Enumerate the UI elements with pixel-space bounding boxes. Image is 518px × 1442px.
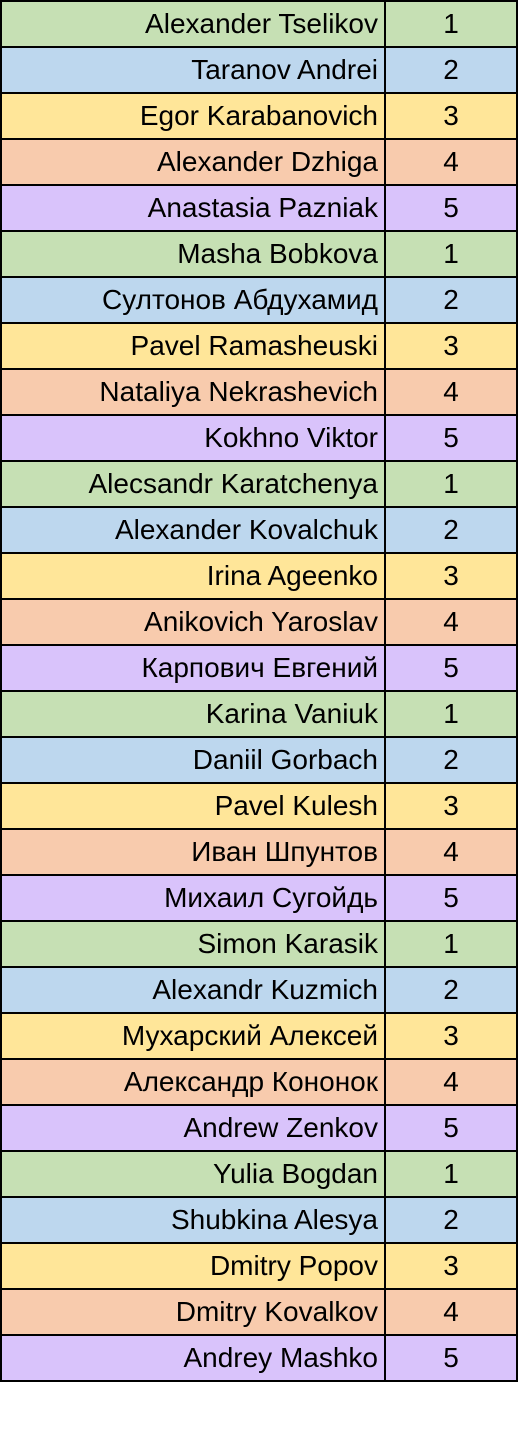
table-row: Taranov Andrei 2 xyxy=(0,46,518,94)
name-cell[interactable]: Мухарский Алексей xyxy=(0,1012,386,1060)
table-row: Shubkina Alesya 2 xyxy=(0,1196,518,1244)
group-number-cell[interactable]: 1 xyxy=(384,920,518,968)
table-row: Alexander Dzhiga 4 xyxy=(0,138,518,186)
name-cell[interactable]: Andrey Mashko xyxy=(0,1334,386,1382)
group-number-cell[interactable]: 2 xyxy=(384,736,518,784)
group-number-cell[interactable]: 2 xyxy=(384,1196,518,1244)
group-number-cell[interactable]: 4 xyxy=(384,598,518,646)
name-cell[interactable]: Alexander Kovalchuk xyxy=(0,506,386,554)
table-row: Masha Bobkova 1 xyxy=(0,230,518,278)
group-number-cell[interactable]: 1 xyxy=(384,0,518,48)
group-number-cell[interactable]: 2 xyxy=(384,46,518,94)
group-number-cell[interactable]: 2 xyxy=(384,966,518,1014)
table-row: Irina Ageenko 3 xyxy=(0,552,518,600)
name-cell[interactable]: Yulia Bogdan xyxy=(0,1150,386,1198)
table-row: Andrey Mashko 5 xyxy=(0,1334,518,1382)
table-row: Karina Vaniuk 1 xyxy=(0,690,518,738)
group-number-cell[interactable]: 5 xyxy=(384,1104,518,1152)
name-cell[interactable]: Kokhno Viktor xyxy=(0,414,386,462)
group-number-cell[interactable]: 4 xyxy=(384,828,518,876)
name-cell[interactable]: Masha Bobkova xyxy=(0,230,386,278)
group-number-cell[interactable]: 2 xyxy=(384,276,518,324)
table-row: Anastasia Pazniak 5 xyxy=(0,184,518,232)
group-number-cell[interactable]: 4 xyxy=(384,368,518,416)
group-number-cell[interactable]: 3 xyxy=(384,782,518,830)
table-row: Alexander Kovalchuk 2 xyxy=(0,506,518,554)
group-number-cell[interactable]: 4 xyxy=(384,1288,518,1336)
name-cell[interactable]: Anastasia Pazniak xyxy=(0,184,386,232)
name-cell[interactable]: Anikovich Yaroslav xyxy=(0,598,386,646)
name-cell[interactable]: Alexander Tselikov xyxy=(0,0,386,48)
name-cell[interactable]: Shubkina Alesya xyxy=(0,1196,386,1244)
group-number-cell[interactable]: 5 xyxy=(384,644,518,692)
group-number-cell[interactable]: 3 xyxy=(384,1012,518,1060)
name-cell[interactable]: Александр Кононок xyxy=(0,1058,386,1106)
group-number-cell[interactable]: 1 xyxy=(384,230,518,278)
name-cell[interactable]: Egor Karabanovich xyxy=(0,92,386,140)
group-number-cell[interactable]: 1 xyxy=(384,1150,518,1198)
group-number-cell[interactable]: 3 xyxy=(384,552,518,600)
table-row: Daniil Gorbach 2 xyxy=(0,736,518,784)
group-number-cell[interactable]: 5 xyxy=(384,414,518,462)
group-number-cell[interactable]: 3 xyxy=(384,322,518,370)
table-row: Александр Кононок 4 xyxy=(0,1058,518,1106)
table-row: Михаил Сугойдь 5 xyxy=(0,874,518,922)
name-cell[interactable]: Михаил Сугойдь xyxy=(0,874,386,922)
group-number-cell[interactable]: 2 xyxy=(384,506,518,554)
table-row: Иван Шпунтов 4 xyxy=(0,828,518,876)
name-cell[interactable]: Simon Karasik xyxy=(0,920,386,968)
name-cell[interactable]: Daniil Gorbach xyxy=(0,736,386,784)
table-row: Yulia Bogdan 1 xyxy=(0,1150,518,1198)
name-cell[interactable]: Иван Шпунтов xyxy=(0,828,386,876)
table-row: Alexandr Kuzmich 2 xyxy=(0,966,518,1014)
table-row: Султонов Абдухамид 2 xyxy=(0,276,518,324)
name-cell[interactable]: Irina Ageenko xyxy=(0,552,386,600)
group-number-cell[interactable]: 5 xyxy=(384,1334,518,1382)
table-row: Dmitry Popov 3 xyxy=(0,1242,518,1290)
group-number-cell[interactable]: 1 xyxy=(384,690,518,738)
name-cell[interactable]: Pavel Ramasheuski xyxy=(0,322,386,370)
table-row: Andrew Zenkov 5 xyxy=(0,1104,518,1152)
table-row: Egor Karabanovich 3 xyxy=(0,92,518,140)
table-row: Simon Karasik 1 xyxy=(0,920,518,968)
table-row: Alecsandr Karatchenya 1 xyxy=(0,460,518,508)
group-number-cell[interactable]: 3 xyxy=(384,92,518,140)
table-row: Anikovich Yaroslav 4 xyxy=(0,598,518,646)
name-cell[interactable]: Карпович Евгений xyxy=(0,644,386,692)
table-row: Мухарский Алексей 3 xyxy=(0,1012,518,1060)
name-cell[interactable]: Nataliya Nekrashevich xyxy=(0,368,386,416)
group-number-cell[interactable]: 3 xyxy=(384,1242,518,1290)
name-cell[interactable]: Alexandr Kuzmich xyxy=(0,966,386,1014)
table-body: Alexander Tselikov 1 Taranov Andrei 2 Egor K… xyxy=(0,0,518,1382)
table-row: Nataliya Nekrashevich 4 xyxy=(0,368,518,416)
table-row: Alexander Tselikov 1 xyxy=(0,0,518,48)
group-number-cell[interactable]: 5 xyxy=(384,874,518,922)
table-row: Kokhno Viktor 5 xyxy=(0,414,518,462)
name-cell[interactable]: Andrew Zenkov xyxy=(0,1104,386,1152)
name-cell[interactable]: Taranov Andrei xyxy=(0,46,386,94)
table-row: Pavel Kulesh 3 xyxy=(0,782,518,830)
table-row: Карпович Евгений 5 xyxy=(0,644,518,692)
table-row: Dmitry Kovalkov 4 xyxy=(0,1288,518,1336)
group-number-cell[interactable]: 1 xyxy=(384,460,518,508)
group-number-cell[interactable]: 5 xyxy=(384,184,518,232)
group-number-cell[interactable]: 4 xyxy=(384,138,518,186)
table-row: Pavel Ramasheuski 3 xyxy=(0,322,518,370)
name-cell[interactable]: Dmitry Kovalkov xyxy=(0,1288,386,1336)
group-number-cell[interactable]: 4 xyxy=(384,1058,518,1106)
name-cell[interactable]: Султонов Абдухамид xyxy=(0,276,386,324)
assignment-table: Alexander Tselikov 1 Taranov Andrei 2 Egor K… xyxy=(0,0,518,1382)
name-cell[interactable]: Pavel Kulesh xyxy=(0,782,386,830)
name-cell[interactable]: Dmitry Popov xyxy=(0,1242,386,1290)
name-cell[interactable]: Alexander Dzhiga xyxy=(0,138,386,186)
name-cell[interactable]: Alecsandr Karatchenya xyxy=(0,460,386,508)
name-cell[interactable]: Karina Vaniuk xyxy=(0,690,386,738)
